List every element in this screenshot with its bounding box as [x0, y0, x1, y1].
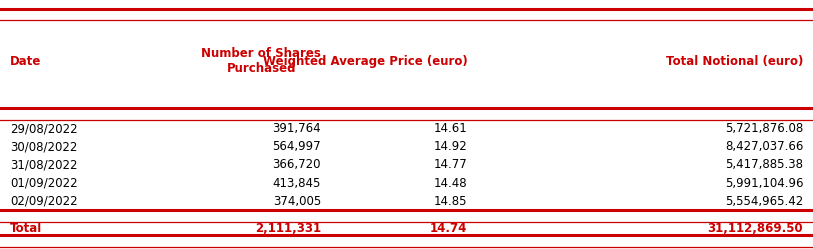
Text: 8,427,037.66: 8,427,037.66 — [725, 140, 803, 153]
Text: Weighted Average Price (euro): Weighted Average Price (euro) — [263, 55, 467, 67]
Text: Total Notional (euro): Total Notional (euro) — [666, 55, 803, 67]
Text: 391,764: 391,764 — [272, 122, 321, 135]
Text: 5,991,104.96: 5,991,104.96 — [724, 177, 803, 190]
Text: 14.48: 14.48 — [434, 177, 467, 190]
Text: 31,112,869.50: 31,112,869.50 — [707, 222, 803, 235]
Text: 01/09/2022: 01/09/2022 — [10, 177, 77, 190]
Text: Date: Date — [10, 55, 41, 67]
Text: 374,005: 374,005 — [273, 195, 321, 208]
Text: Total: Total — [10, 222, 42, 235]
Text: 14.85: 14.85 — [434, 195, 467, 208]
Text: 413,845: 413,845 — [272, 177, 321, 190]
Text: Number of Shares
Purchased: Number of Shares Purchased — [202, 47, 321, 75]
Text: 14.74: 14.74 — [430, 222, 467, 235]
Text: 5,721,876.08: 5,721,876.08 — [725, 122, 803, 135]
Text: 31/08/2022: 31/08/2022 — [10, 158, 77, 172]
Text: 14.92: 14.92 — [433, 140, 467, 153]
Text: 2,111,331: 2,111,331 — [255, 222, 321, 235]
Text: 29/08/2022: 29/08/2022 — [10, 122, 77, 135]
Text: 366,720: 366,720 — [272, 158, 321, 172]
Text: 564,997: 564,997 — [272, 140, 321, 153]
Text: 30/08/2022: 30/08/2022 — [10, 140, 77, 153]
Text: 5,554,965.42: 5,554,965.42 — [725, 195, 803, 208]
Text: 02/09/2022: 02/09/2022 — [10, 195, 77, 208]
Text: 14.61: 14.61 — [433, 122, 467, 135]
Text: 5,417,885.38: 5,417,885.38 — [725, 158, 803, 172]
Text: 14.77: 14.77 — [433, 158, 467, 172]
